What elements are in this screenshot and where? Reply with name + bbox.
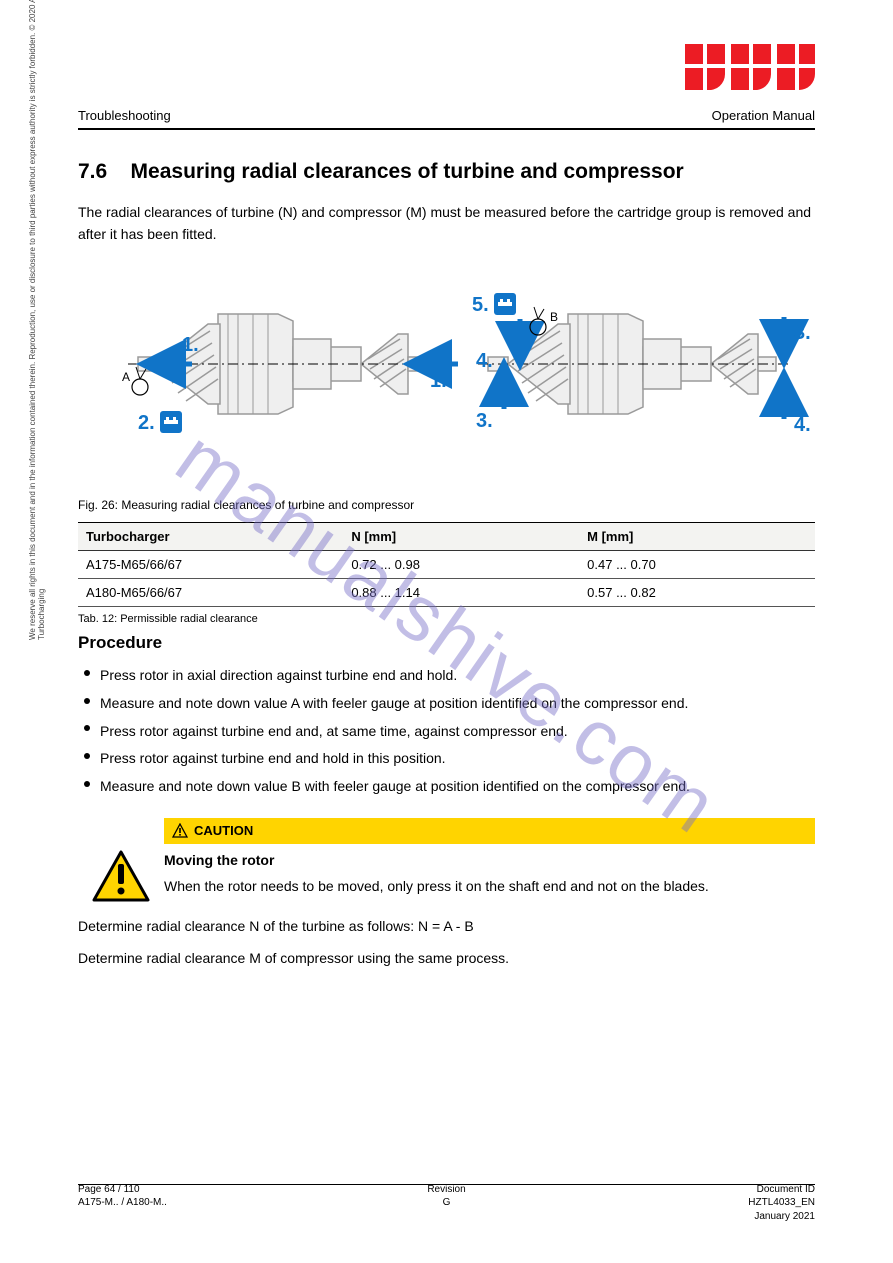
list-item: Press rotor against turbine end and hold… <box>78 748 815 770</box>
warning-icon <box>78 850 164 902</box>
table-row: A175-M65/66/67 0.72 ... 0.98 0.47 ... 0.… <box>78 551 815 579</box>
brand-logo <box>685 44 815 95</box>
fig-label-5: 5. <box>472 294 489 316</box>
cell: 0.47 ... 0.70 <box>579 551 815 579</box>
fig-label-1a: 1. <box>182 334 199 356</box>
procedure-heading: Procedure <box>78 633 815 653</box>
para-m: Determine radial clearance M of compress… <box>78 948 815 970</box>
page-number: Page 64 / 110 <box>78 1183 321 1197</box>
para-n: Determine radial clearance N of the turb… <box>78 916 815 938</box>
fig-label-4l: 4. <box>476 350 493 372</box>
figure-caption: Fig. 26: Measuring radial clearances of … <box>78 498 815 512</box>
gauge-icon-r <box>494 293 516 315</box>
doc-date: January 2021 <box>572 1210 815 1224</box>
clearance-table: Turbocharger N [mm] M [mm] A175-M65/66/6… <box>78 522 815 607</box>
disclaimer: We reserve all rights in this document a… <box>28 0 46 640</box>
revision-label: Revision <box>325 1183 568 1197</box>
table-caption: Tab. 12: Permissible radial clearance <box>78 613 815 625</box>
gauge-icon <box>160 411 182 433</box>
header-doc-type: Operation Manual <box>712 108 815 123</box>
revision-value: G <box>325 1196 568 1210</box>
cell: 0.72 ... 0.98 <box>343 551 579 579</box>
section-intro: The radial clearances of turbine (N) and… <box>78 202 815 245</box>
header-section-label: Troubleshooting <box>78 108 171 123</box>
caution-bar: CAUTION <box>78 818 815 844</box>
fig-label-2: 2. <box>138 412 155 434</box>
list-item: Measure and note down value A with feele… <box>78 693 815 715</box>
footer: Page 64 / 110 A175-M.. / A180-M.. Revisi… <box>78 1183 815 1224</box>
th-turbocharger: Turbocharger <box>78 523 343 551</box>
fig-label-b: B <box>550 310 558 324</box>
cell: 0.88 ... 1.14 <box>343 579 579 607</box>
fig-label-3r: 3. <box>794 322 811 344</box>
list-item: Press rotor against turbine end and, at … <box>78 721 815 743</box>
doc-id-label: Document ID <box>572 1183 815 1197</box>
caution-block: CAUTION Moving the rotor When the rotor … <box>78 818 815 902</box>
page: Troubleshooting Operation Manual 7.6 Mea… <box>0 0 893 1263</box>
caution-heading: Moving the rotor <box>164 850 815 872</box>
th-m: M [mm] <box>579 523 815 551</box>
footer-right: Document ID HZTL4033_EN January 2021 <box>572 1183 815 1224</box>
fig-label-4r: 4. <box>794 414 811 436</box>
product-code: A175-M.. / A180-M.. <box>78 1196 321 1210</box>
caution-strip: CAUTION <box>164 818 815 844</box>
content: 7.6 Measuring radial clearances of turbi… <box>78 160 815 979</box>
caution-text: Moving the rotor When the rotor needs to… <box>164 850 815 902</box>
footer-left: Page 64 / 110 A175-M.. / A180-M.. <box>78 1183 321 1224</box>
section-number: 7.6 <box>78 160 107 183</box>
procedure-list: Press rotor in axial direction against t… <box>78 665 815 797</box>
footer-mid: Revision G <box>325 1183 568 1224</box>
caution-label: CAUTION <box>194 823 253 838</box>
figure-clearance: 1. 1. A 2. 3. 4. <box>78 259 815 512</box>
list-item: Press rotor in axial direction against t… <box>78 665 815 687</box>
table-row: A180-M65/66/67 0.88 ... 1.14 0.57 ... 0.… <box>78 579 815 607</box>
caution-body: When the rotor needs to be moved, only p… <box>164 876 815 898</box>
cell: 0.57 ... 0.82 <box>579 579 815 607</box>
fig-label-a: A <box>122 370 130 384</box>
cell: A180-M65/66/67 <box>78 579 343 607</box>
doc-id: HZTL4033_EN <box>572 1196 815 1210</box>
list-item: Measure and note down value B with feele… <box>78 776 815 798</box>
section-heading: 7.6 Measuring radial clearances of turbi… <box>78 160 815 184</box>
fig-label-3l: 3. <box>476 410 493 432</box>
section-title: Measuring radial clearances of turbine a… <box>131 160 684 183</box>
fig-label-1b: 1. <box>430 370 447 392</box>
header-rule <box>78 128 815 130</box>
th-n: N [mm] <box>343 523 579 551</box>
caution-small-icon <box>172 823 188 839</box>
cell: A175-M65/66/67 <box>78 551 343 579</box>
